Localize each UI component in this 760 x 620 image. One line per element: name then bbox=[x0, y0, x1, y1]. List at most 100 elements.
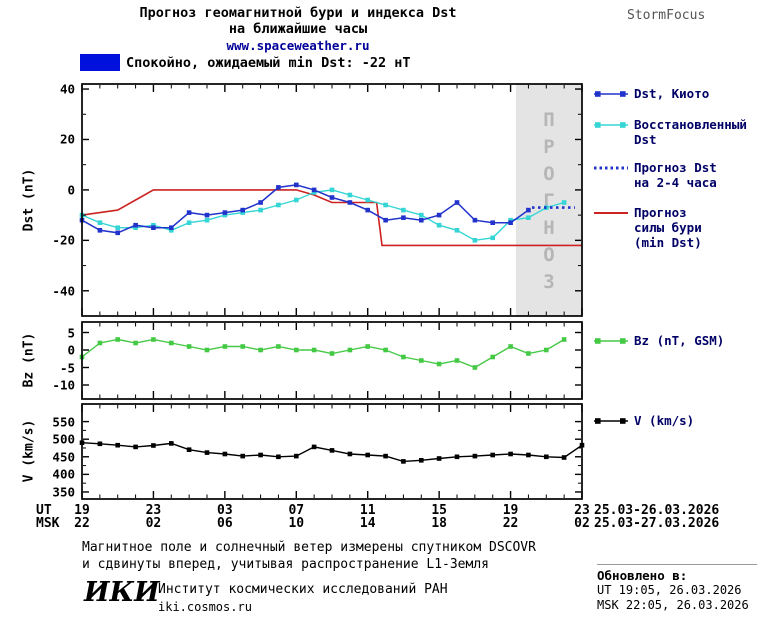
marker-kyoto bbox=[383, 217, 388, 223]
marker-bz bbox=[472, 365, 478, 370]
marker-kyoto bbox=[294, 182, 299, 188]
marker-kyoto bbox=[454, 200, 460, 205]
series-kyoto bbox=[81, 184, 529, 234]
marker-kyoto bbox=[508, 220, 513, 225]
marker-restored bbox=[133, 225, 138, 230]
marker-kyoto bbox=[276, 185, 281, 190]
marker-v bbox=[401, 459, 406, 464]
brand-label: StormFocus bbox=[627, 8, 706, 23]
marker-kyoto bbox=[401, 215, 406, 220]
marker-kyoto bbox=[151, 225, 156, 230]
marker-kyoto bbox=[365, 207, 370, 213]
marker-v bbox=[472, 453, 478, 459]
forecast-region-label: Н bbox=[543, 217, 554, 239]
page-title: Прогноз геомагнитной бури и индекса Dst … bbox=[58, 5, 538, 54]
marker-restored bbox=[169, 228, 174, 233]
marker-restored bbox=[151, 222, 156, 228]
marker-v bbox=[169, 441, 174, 446]
marker-kyoto bbox=[490, 220, 495, 225]
marker-bz bbox=[169, 340, 174, 346]
forecast-region-label: З bbox=[543, 271, 554, 293]
marker-v bbox=[97, 441, 103, 447]
marker-v bbox=[258, 452, 263, 458]
marker-kyoto bbox=[472, 217, 478, 223]
marker-bz bbox=[561, 337, 567, 342]
marker-restored bbox=[115, 225, 120, 230]
marker-kyoto bbox=[436, 212, 442, 218]
marker-v bbox=[526, 452, 531, 458]
forecast-region-label: О bbox=[543, 163, 554, 185]
iki-logo: ИКИ bbox=[84, 577, 160, 608]
updated-label: Обновлено в: bbox=[597, 568, 688, 583]
title-line-1: Прогноз геомагнитной бури и индекса Dst bbox=[139, 5, 457, 21]
title-line-2: на ближайшие часы bbox=[228, 21, 368, 37]
marker-kyoto bbox=[311, 187, 317, 193]
marker-bz bbox=[133, 340, 138, 346]
marker-bz bbox=[311, 347, 317, 353]
note-line-2: и сдвинуты вперед, учитывая распростране… bbox=[82, 557, 489, 572]
marker-bz bbox=[294, 347, 299, 353]
marker-restored bbox=[472, 238, 478, 243]
marker-restored bbox=[526, 215, 531, 220]
marker-v bbox=[329, 448, 335, 453]
marker-restored bbox=[329, 187, 335, 193]
series-restored bbox=[81, 189, 565, 242]
marker-bz bbox=[526, 351, 531, 356]
marker-bz bbox=[115, 337, 120, 342]
status-text: Спокойно, ожидаемый min Dst: -22 нТ bbox=[126, 55, 411, 71]
marker-bz bbox=[151, 337, 156, 342]
marker-v bbox=[133, 444, 138, 450]
marker-restored bbox=[294, 197, 299, 203]
marker-v bbox=[222, 451, 228, 457]
marker-bz bbox=[508, 344, 513, 349]
marker-v bbox=[561, 455, 567, 460]
marker-restored bbox=[97, 220, 103, 225]
marker-restored bbox=[240, 210, 245, 215]
marker-v bbox=[186, 447, 192, 452]
note-line-1: Магнитное поле и солнечный ветер измерен… bbox=[82, 540, 536, 555]
marker-kyoto bbox=[419, 217, 424, 223]
forecast-region-label: П bbox=[543, 109, 554, 131]
marker-bz bbox=[365, 344, 370, 349]
marker-v bbox=[436, 456, 442, 461]
marker-v bbox=[204, 450, 210, 455]
marker-restored bbox=[347, 192, 353, 198]
marker-bz bbox=[97, 340, 103, 346]
marker-v bbox=[544, 454, 549, 460]
marker-restored bbox=[401, 207, 406, 213]
marker-bz bbox=[401, 354, 406, 360]
panel-frame-dst bbox=[81, 83, 583, 317]
marker-kyoto bbox=[526, 207, 531, 213]
marker-v bbox=[508, 451, 513, 457]
marker-v bbox=[151, 443, 156, 448]
site-url: www.spaceweather.ru bbox=[226, 38, 370, 53]
marker-v bbox=[347, 451, 353, 457]
institute-site: iki.cosmos.ru bbox=[158, 600, 252, 614]
updated-time-ut: UT 19:05, 26.03.2026 bbox=[597, 583, 742, 597]
marker-restored bbox=[204, 217, 210, 223]
marker-kyoto bbox=[204, 212, 210, 218]
marker-v bbox=[311, 444, 317, 450]
marker-bz bbox=[436, 361, 442, 367]
marker-kyoto bbox=[186, 210, 192, 215]
marker-restored bbox=[186, 220, 192, 225]
marker-bz bbox=[329, 351, 335, 356]
marker-bz bbox=[419, 358, 424, 363]
panel-frame-v bbox=[81, 403, 583, 500]
marker-restored bbox=[561, 200, 567, 205]
marker-kyoto bbox=[258, 200, 263, 205]
marker-restored bbox=[258, 207, 263, 213]
marker-v bbox=[383, 453, 388, 459]
marker-kyoto bbox=[133, 222, 138, 228]
data-source-note: Магнитное поле и солнечный ветер измерен… bbox=[82, 539, 536, 573]
marker-restored bbox=[490, 235, 495, 241]
marker-restored bbox=[508, 217, 513, 223]
marker-bz bbox=[544, 347, 549, 353]
marker-v bbox=[294, 453, 299, 459]
updated-block: Обновлено в: UT 19:05, 26.03.2026 MSK 22… bbox=[597, 564, 757, 613]
marker-kyoto bbox=[97, 228, 103, 233]
institute-name: Институт космических исследований РАН bbox=[158, 582, 448, 597]
marker-v bbox=[240, 453, 245, 459]
